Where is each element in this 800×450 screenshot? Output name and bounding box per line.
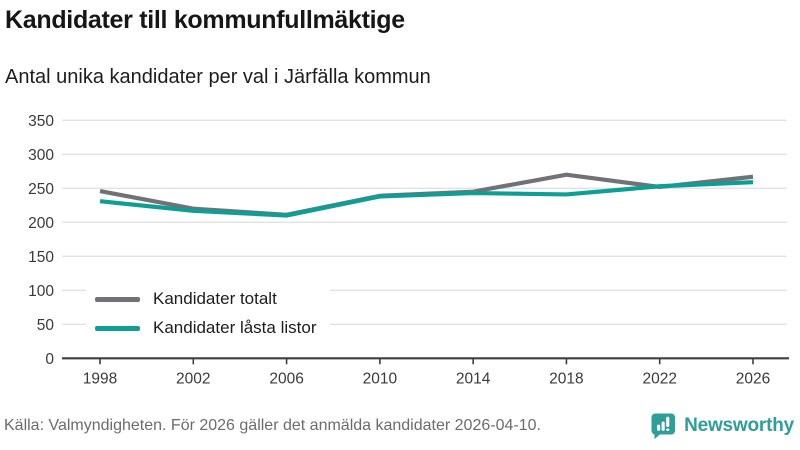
legend-swatch-teal: [95, 325, 140, 331]
exclamation-dot: [666, 428, 670, 431]
y-tick-label: 150: [28, 249, 54, 266]
exclamation-bar: [666, 416, 670, 427]
newsworthy-bubble-icon: [651, 413, 676, 440]
legend-swatch-gray: [95, 296, 140, 302]
bar-short: [657, 424, 661, 431]
x-tick-label: 2002: [176, 370, 210, 387]
x-tick-labels: 1998 2002 2006 2010 2014 2018 2022 2026: [83, 370, 770, 387]
source-note: Källa: Valmyndigheten. För 2026 gäller d…: [4, 417, 541, 434]
y-tick-labels: 0 50 100 150 200 250 300 350: [28, 113, 54, 368]
y-tick-label: 100: [28, 283, 54, 300]
x-tick-label: 2022: [642, 370, 676, 387]
y-tick-label: 0: [45, 351, 54, 368]
x-tick-label: 2006: [269, 370, 303, 387]
y-tick-label: 350: [28, 113, 54, 130]
series-line: [99, 180, 754, 218]
x-tick-label: 2026: [736, 370, 770, 387]
page-title: Kandidater till kommunfullmäktige: [5, 6, 405, 34]
footer: Källa: Valmyndigheten. För 2026 gäller d…: [0, 408, 800, 450]
chart-subtitle: Antal unika kandidater per val i Järfäll…: [5, 66, 431, 88]
newsworthy-wordmark: Newsworthy: [684, 415, 794, 436]
bar-medium: [661, 421, 665, 431]
x-tick-label: 1998: [83, 370, 117, 387]
chart-legend: Kandidater totalt Kandidater låsta listo…: [86, 282, 331, 347]
series-lines: [99, 172, 754, 218]
y-tick-label: 300: [28, 147, 54, 164]
x-ticks: [99, 358, 754, 365]
legend-label: Kandidater totalt: [153, 289, 277, 308]
y-tick-label: 50: [37, 317, 55, 334]
legend-label: Kandidater låsta listor: [153, 318, 317, 337]
y-tick-label: 200: [28, 215, 54, 232]
legend-item-lasta-listor: Kandidater låsta listor: [95, 318, 316, 338]
x-tick-label: 2018: [549, 370, 583, 387]
x-tick-label: 2014: [456, 370, 491, 387]
legend-item-totalt: Kandidater totalt: [95, 289, 316, 309]
y-tick-label: 250: [28, 181, 54, 198]
x-tick-label: 2010: [363, 370, 398, 387]
gridlines: [62, 119, 787, 325]
newsworthy-logo: Newsworthy: [650, 412, 794, 440]
